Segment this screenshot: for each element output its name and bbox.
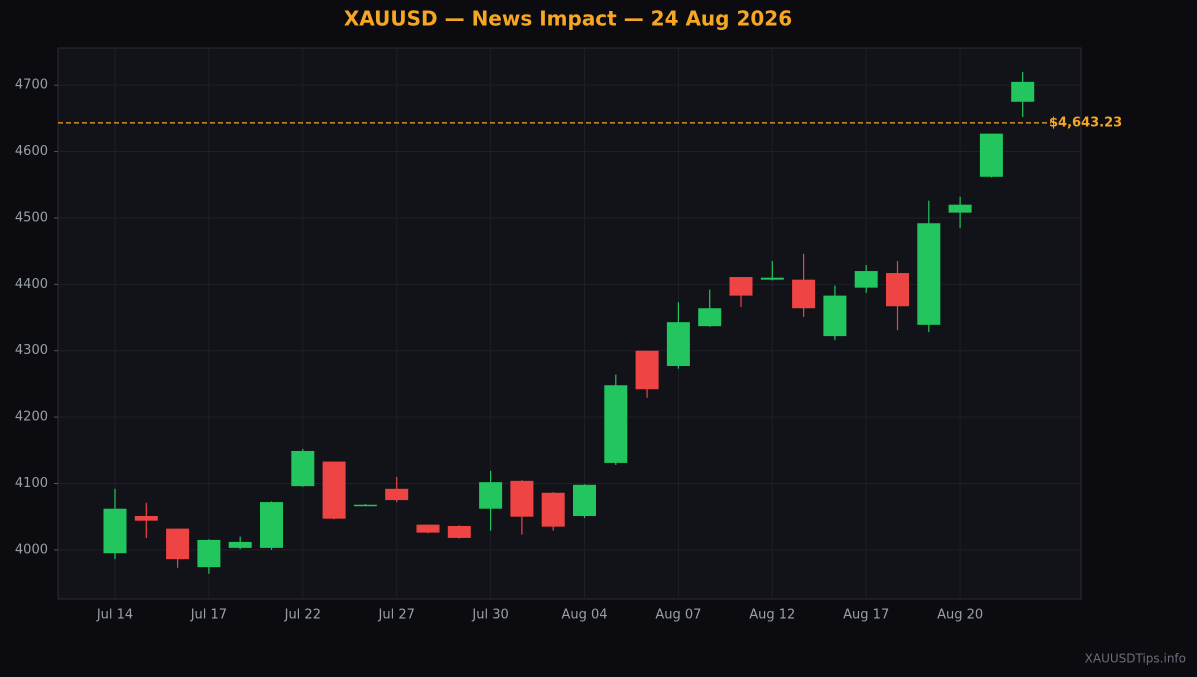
candle-body (635, 350, 659, 390)
candle-body (541, 492, 565, 527)
candle-body (479, 482, 503, 509)
y-tick-label: 4100 (15, 476, 48, 491)
candle-body (666, 322, 690, 366)
candle-body (573, 484, 596, 517)
candle-body (385, 488, 409, 501)
y-tick-label: 4500 (15, 210, 48, 225)
candle-body (698, 308, 722, 327)
x-tick-label: Jul 27 (378, 608, 415, 623)
candle-body (979, 133, 1003, 177)
plot-area (57, 47, 1082, 600)
x-tick-label: Aug 12 (749, 608, 795, 623)
x-tick-label: Aug 04 (561, 608, 607, 623)
candle-body (917, 223, 941, 325)
candle-body (447, 525, 471, 538)
reference-label: $4,643.23 (1049, 115, 1122, 130)
x-tick-label: Aug 07 (655, 608, 701, 623)
candle-body (291, 450, 315, 487)
candle-body (260, 502, 283, 548)
candle-body (166, 528, 190, 560)
candle-body (854, 271, 878, 288)
candle-body (729, 277, 753, 296)
watermark: XAUUSDTips.info (1085, 652, 1186, 666)
y-tick-label: 4300 (15, 343, 48, 358)
candle-body (103, 508, 127, 554)
x-tick-label: Aug 20 (937, 608, 983, 623)
chart-title: XAUUSD — News Impact — 24 Aug 2026 (344, 7, 792, 31)
x-tick-label: Jul 22 (284, 608, 321, 623)
candle-body (948, 204, 972, 213)
candle-body (134, 516, 158, 521)
candle-body (197, 539, 221, 568)
candle-body (1011, 81, 1035, 102)
candle-body (416, 524, 440, 533)
y-tick-label: 4700 (15, 78, 48, 93)
candle-body (228, 541, 252, 548)
candle-body (322, 461, 346, 519)
candle-body (510, 480, 534, 517)
candle-body (792, 279, 816, 309)
y-tick-label: 4000 (15, 542, 48, 557)
y-tick-label: 4600 (15, 144, 48, 159)
candle-body (886, 273, 909, 307)
candle-body (760, 277, 784, 280)
candle-body (353, 504, 377, 507)
y-tick-label: 4200 (15, 410, 48, 425)
y-tick-label: 4400 (15, 277, 48, 292)
x-tick-label: Jul 30 (471, 608, 508, 623)
x-tick-label: Aug 17 (843, 608, 889, 623)
x-tick-label: Jul 17 (190, 608, 227, 623)
candle-body (604, 385, 628, 463)
candle-body (823, 295, 847, 337)
x-tick-label: Jul 14 (96, 608, 133, 623)
